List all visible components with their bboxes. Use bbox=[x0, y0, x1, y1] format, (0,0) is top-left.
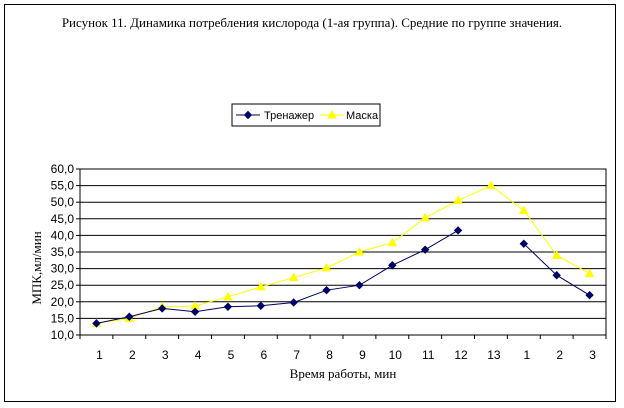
x-tick-label: 3 bbox=[162, 348, 169, 362]
data-point bbox=[92, 319, 101, 328]
x-tick-label: 9 bbox=[359, 348, 366, 362]
data-point bbox=[354, 246, 365, 256]
y-tick-label: 40,0 bbox=[51, 228, 75, 242]
legend-box bbox=[231, 103, 381, 127]
data-point bbox=[289, 298, 298, 307]
y-tick-label: 30,0 bbox=[51, 262, 75, 276]
data-point bbox=[355, 280, 364, 290]
data-point bbox=[321, 262, 332, 272]
chart-title: Рисунок 11. Динамика потребления кислоро… bbox=[61, 15, 563, 30]
y-tick-label: 10,0 bbox=[51, 328, 75, 342]
y-tick-label: 55,0 bbox=[51, 179, 75, 193]
legend-label: Маска bbox=[346, 110, 379, 122]
x-tick-label: 7 bbox=[293, 348, 300, 362]
x-tick-label: 4 bbox=[195, 348, 202, 362]
x-tick-label: 5 bbox=[228, 348, 235, 362]
data-point bbox=[388, 261, 397, 270]
x-tick-label: 2 bbox=[556, 348, 563, 362]
data-point bbox=[551, 250, 562, 259]
data-point bbox=[584, 268, 595, 278]
x-tick-label: 11 bbox=[422, 348, 435, 362]
data-point bbox=[453, 226, 463, 235]
data-point bbox=[552, 271, 561, 280]
data-point bbox=[256, 301, 266, 310]
data-point bbox=[420, 245, 430, 254]
legend-marker bbox=[327, 109, 337, 119]
series-line bbox=[96, 229, 459, 324]
y-tick-label: 50,0 bbox=[51, 195, 75, 209]
x-tick-label: 13 bbox=[487, 348, 501, 362]
data-point bbox=[223, 291, 233, 301]
x-tick-label: 10 bbox=[389, 348, 403, 362]
y-tick-label: 15,0 bbox=[51, 311, 75, 325]
x-tick-label: 12 bbox=[454, 348, 468, 362]
data-point bbox=[288, 272, 299, 282]
y-axis-label: МПК,мл/мин bbox=[29, 231, 44, 304]
legend-label: Тренажер bbox=[264, 110, 314, 122]
x-tick-label: 2 bbox=[129, 348, 136, 362]
data-point bbox=[453, 195, 463, 205]
x-tick-label: 6 bbox=[260, 348, 267, 362]
data-point bbox=[255, 281, 266, 291]
data-point bbox=[157, 304, 167, 313]
data-point bbox=[322, 285, 331, 295]
data-point bbox=[387, 237, 398, 247]
x-tick-label: 3 bbox=[589, 348, 596, 362]
x-axis-label: Время работы, мин bbox=[290, 366, 397, 381]
series-trenazher bbox=[92, 226, 594, 328]
legend-marker bbox=[243, 110, 253, 120]
data-point bbox=[190, 307, 200, 316]
y-tick-label: 45,0 bbox=[51, 212, 75, 226]
y-tick-label: 25,0 bbox=[51, 278, 75, 292]
data-point bbox=[486, 180, 496, 190]
data-point bbox=[518, 205, 529, 214]
x-tick-label: 1 bbox=[96, 348, 103, 362]
y-tick-label: 60,0 bbox=[51, 162, 75, 176]
data-point bbox=[125, 312, 134, 321]
series-line bbox=[96, 185, 590, 324]
y-tick-label: 20,0 bbox=[51, 295, 75, 309]
data-point bbox=[585, 290, 594, 300]
x-tick-label: 1 bbox=[523, 348, 530, 362]
data-point bbox=[223, 302, 233, 311]
data-point bbox=[519, 239, 529, 248]
data-point bbox=[420, 212, 431, 222]
x-tick-label: 8 bbox=[326, 348, 333, 362]
y-tick-label: 35,0 bbox=[51, 245, 75, 259]
